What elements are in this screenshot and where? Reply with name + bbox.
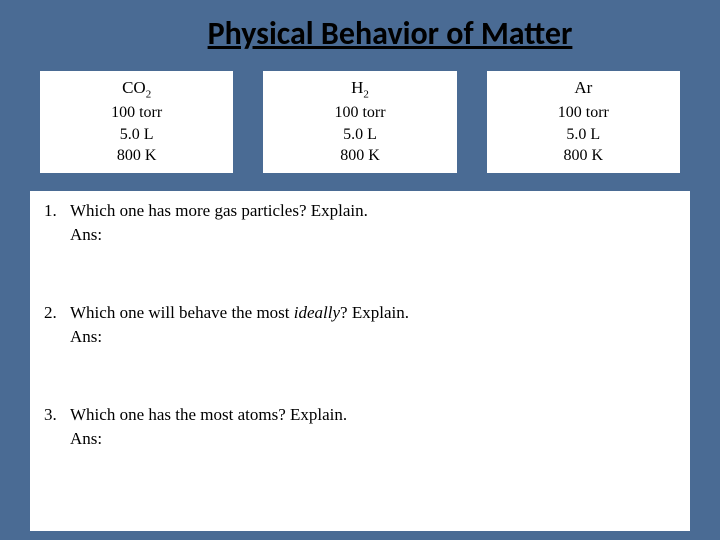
question-item: 3. Which one has the most atoms? Explain… (44, 405, 676, 449)
gas-volume: 5.0 L (267, 124, 452, 146)
question-text: Which one has more gas particles? Explai… (70, 201, 676, 221)
gas-name: CO2 (44, 77, 229, 102)
question-text: Which one has the most atoms? Explain. (70, 405, 676, 425)
gas-temperature: 800 K (267, 145, 452, 167)
gas-temperature: 800 K (491, 145, 676, 167)
answer-label: Ans: (70, 327, 676, 347)
question-item: 2. Which one will behave the most ideall… (44, 303, 676, 347)
question-number: 3. (44, 405, 70, 449)
gas-name: Ar (491, 77, 676, 102)
gas-pressure: 100 torr (267, 102, 452, 124)
answer-label: Ans: (70, 225, 676, 245)
questions-panel: 1. Which one has more gas particles? Exp… (30, 191, 690, 531)
gas-pressure: 100 torr (44, 102, 229, 124)
gas-volume: 5.0 L (44, 124, 229, 146)
question-text: Which one will behave the most ideally? … (70, 303, 676, 323)
answer-label: Ans: (70, 429, 676, 449)
page-title: Physical Behavior of Matter (60, 0, 720, 63)
question-number: 2. (44, 303, 70, 347)
gas-name: H2 (267, 77, 452, 102)
gas-pressure: 100 torr (491, 102, 676, 124)
gas-temperature: 800 K (44, 145, 229, 167)
gas-box: H2 100 torr 5.0 L 800 K (263, 71, 456, 173)
gas-box: CO2 100 torr 5.0 L 800 K (40, 71, 233, 173)
gas-conditions-row: CO2 100 torr 5.0 L 800 K H2 100 torr 5.0… (0, 71, 720, 173)
question-number: 1. (44, 201, 70, 245)
gas-box: Ar 100 torr 5.0 L 800 K (487, 71, 680, 173)
gas-volume: 5.0 L (491, 124, 676, 146)
question-item: 1. Which one has more gas particles? Exp… (44, 201, 676, 245)
